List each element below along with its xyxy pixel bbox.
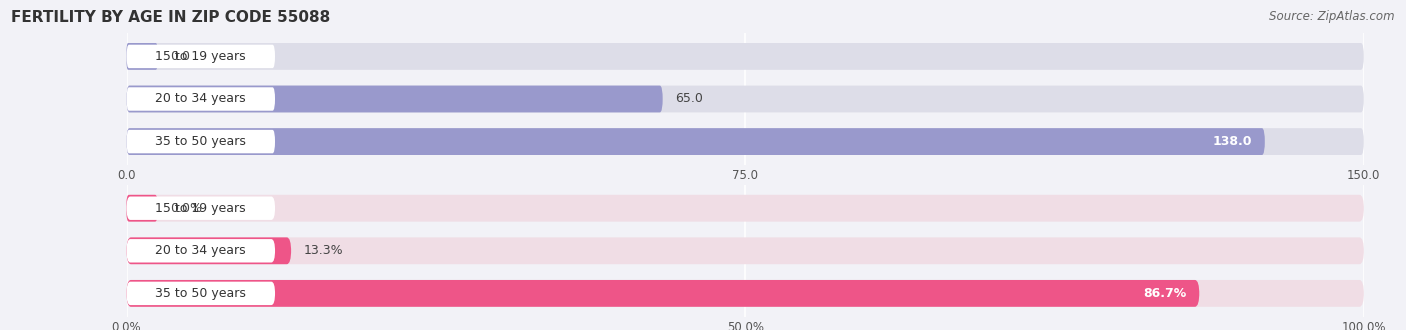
Text: 0.0: 0.0 xyxy=(170,50,190,63)
Text: 65.0: 65.0 xyxy=(675,92,703,106)
Text: 15 to 19 years: 15 to 19 years xyxy=(156,202,246,215)
Text: 86.7%: 86.7% xyxy=(1143,287,1187,300)
FancyBboxPatch shape xyxy=(127,280,1364,307)
FancyBboxPatch shape xyxy=(127,87,276,111)
Text: 13.3%: 13.3% xyxy=(304,244,343,257)
Text: 0.0%: 0.0% xyxy=(170,202,202,215)
Text: 138.0: 138.0 xyxy=(1213,135,1253,148)
FancyBboxPatch shape xyxy=(127,237,291,264)
Text: FERTILITY BY AGE IN ZIP CODE 55088: FERTILITY BY AGE IN ZIP CODE 55088 xyxy=(11,10,330,25)
FancyBboxPatch shape xyxy=(127,280,1199,307)
FancyBboxPatch shape xyxy=(127,195,157,222)
FancyBboxPatch shape xyxy=(127,43,1364,70)
FancyBboxPatch shape xyxy=(127,130,276,153)
FancyBboxPatch shape xyxy=(127,128,1265,155)
FancyBboxPatch shape xyxy=(127,239,276,262)
FancyBboxPatch shape xyxy=(127,195,1364,222)
Text: 20 to 34 years: 20 to 34 years xyxy=(156,244,246,257)
FancyBboxPatch shape xyxy=(127,128,1364,155)
Text: 20 to 34 years: 20 to 34 years xyxy=(156,92,246,106)
Text: 35 to 50 years: 35 to 50 years xyxy=(155,287,246,300)
Text: 15 to 19 years: 15 to 19 years xyxy=(156,50,246,63)
FancyBboxPatch shape xyxy=(127,45,276,68)
FancyBboxPatch shape xyxy=(127,196,276,220)
FancyBboxPatch shape xyxy=(127,85,1364,113)
FancyBboxPatch shape xyxy=(127,85,662,113)
FancyBboxPatch shape xyxy=(127,43,157,70)
FancyBboxPatch shape xyxy=(127,282,276,305)
Text: 35 to 50 years: 35 to 50 years xyxy=(155,135,246,148)
FancyBboxPatch shape xyxy=(127,237,1364,264)
Text: Source: ZipAtlas.com: Source: ZipAtlas.com xyxy=(1270,10,1395,23)
